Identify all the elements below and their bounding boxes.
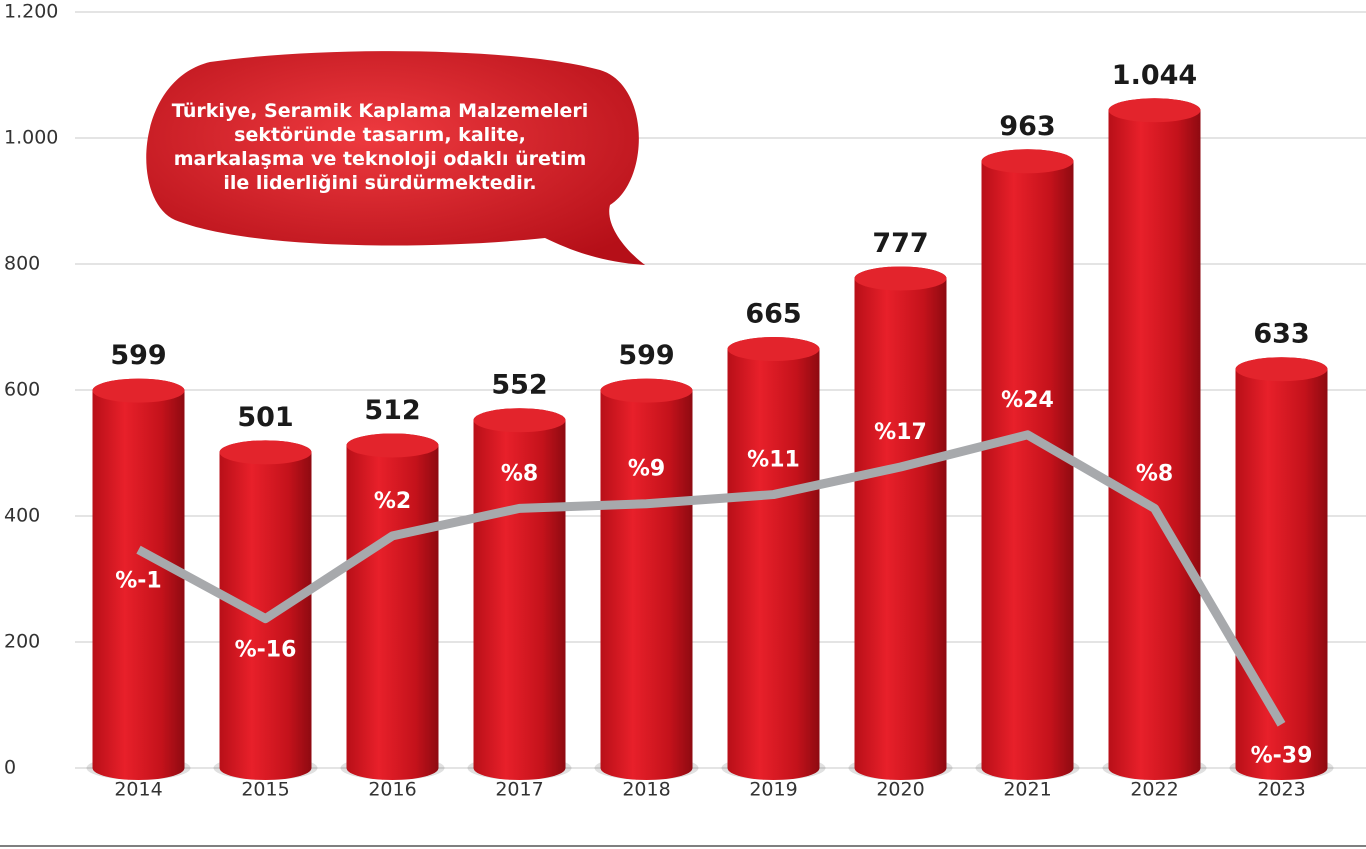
value-label: 1.044 [1112,60,1197,91]
y-tick-label: 400 [4,505,40,527]
speech-bubble [146,51,646,265]
x-tick-label: 2018 [622,779,670,801]
x-tick-label: 2014 [114,779,162,801]
bar-top [981,149,1074,174]
y-tick-label: 800 [4,253,40,275]
line-label: %-16 [235,638,297,663]
bar [1235,357,1328,780]
line-label: %-1 [115,569,161,594]
line-label: %11 [747,448,800,473]
line [136,430,1286,727]
bar [600,378,693,780]
value-label: 963 [999,111,1055,142]
bar [727,337,820,780]
value-label: 501 [237,402,293,433]
bar [981,149,1074,780]
line-label: %2 [374,489,411,514]
x-tick-label: 2023 [1257,779,1305,801]
value-label: 665 [745,299,801,330]
bar [92,378,185,780]
x-tick-label: 2015 [241,779,289,801]
value-label: 512 [364,395,420,426]
bar [473,408,566,780]
bar [219,440,312,780]
line-label: %8 [501,461,538,486]
x-tick-label: 2020 [876,779,924,801]
value-label: 599 [110,340,166,371]
value-label: 599 [618,340,674,371]
bar-top [1235,357,1328,382]
x-tick-label: 2021 [1003,779,1051,801]
bar-top [473,408,566,433]
bar [1108,98,1201,780]
bar-top [92,378,185,403]
y-tick-label: 1.000 [4,127,58,149]
annotation: Türkiye, Seramik Kaplama Malzemeleri sek… [171,100,589,194]
value-label: 777 [872,228,928,259]
y-tick-label: 200 [4,631,40,653]
value-label: 633 [1253,319,1309,350]
x-tick-label: 2019 [749,779,797,801]
y-tick-label: 600 [4,379,40,401]
y-tick-label: 0 [4,757,16,779]
bar-top [600,378,693,403]
x-tick-label: 2016 [368,779,416,801]
line-label: %24 [1001,388,1054,413]
bar-top [854,266,947,291]
bar-top [727,337,820,362]
bar-top [219,440,312,465]
line-label: %-39 [1251,743,1313,768]
y-tick-label: 1.200 [4,1,58,23]
bar-top [346,433,439,458]
bar-top [1108,98,1201,123]
line-label: %17 [874,420,927,445]
bar [854,266,947,780]
x-tick-label: 2017 [495,779,543,801]
line-label: %9 [628,457,665,482]
line-label: %8 [1136,461,1173,486]
value-label: 552 [491,370,547,401]
bar [346,433,439,780]
x-tick-label: 2022 [1130,779,1178,801]
